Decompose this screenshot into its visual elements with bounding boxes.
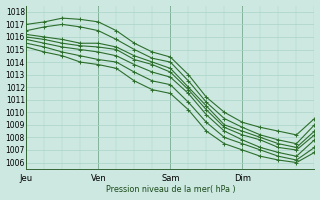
X-axis label: Pression niveau de la mer( hPa ): Pression niveau de la mer( hPa ) [106, 185, 235, 194]
